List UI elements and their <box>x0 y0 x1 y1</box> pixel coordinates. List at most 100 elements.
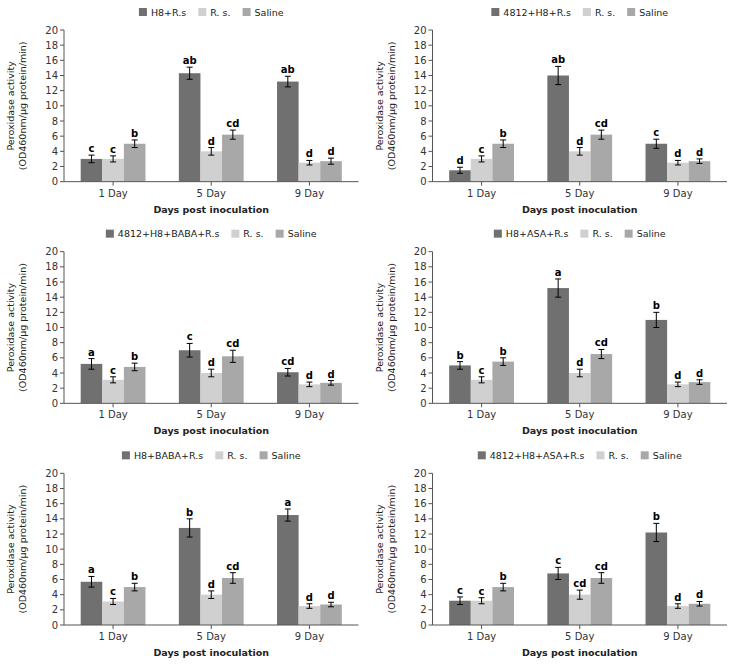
error-bar <box>328 158 334 164</box>
y-tick <box>60 503 64 504</box>
y-tick-label: 14 <box>414 292 427 303</box>
bar <box>81 364 103 403</box>
legend-item: 4812+H8+R.s <box>491 7 571 18</box>
y-axis-title: Peroxidase activity(OD460nm/µg protein/m… <box>374 41 397 170</box>
bar <box>299 606 321 625</box>
error-bar <box>457 362 463 370</box>
y-tick-label: 2 <box>420 161 426 172</box>
legend-swatch <box>491 8 499 16</box>
y-tick-label: 16 <box>45 277 58 288</box>
y-tick <box>429 166 433 167</box>
significance-letter: d <box>674 148 681 159</box>
bar <box>81 159 103 182</box>
x-tick <box>579 182 580 186</box>
significance-letter: ab <box>183 55 197 66</box>
y-tick <box>429 549 433 550</box>
significance-letter: b <box>500 346 507 357</box>
x-tick-label: 1 Day <box>467 631 496 642</box>
error-bar <box>577 369 583 377</box>
legend-swatch <box>583 8 591 16</box>
error-bar <box>598 349 604 358</box>
y-tick-label: 20 <box>414 246 427 257</box>
significance-letter: d <box>456 155 463 166</box>
bar <box>179 528 201 625</box>
y-tick-label: 10 <box>414 100 427 111</box>
legend-item: Saline <box>276 228 317 239</box>
bar <box>320 161 342 181</box>
y-tick <box>429 373 433 374</box>
panel: 02468101214161820accdcddbcdd1 Day5 Day9 … <box>5 228 359 436</box>
y-axis <box>64 30 65 182</box>
bar <box>569 151 591 181</box>
bar <box>569 373 591 403</box>
panel: 02468101214161820abacddbcdd1 Day5 Day9 D… <box>5 450 359 658</box>
panel: 02468101214161820dabccddbcdd1 Day5 Day9 … <box>374 7 728 215</box>
legend: 4812+H8+R.sR. s.Saline <box>491 7 668 18</box>
legend-swatch <box>215 451 223 459</box>
legend-swatch <box>627 8 635 16</box>
error-bar <box>88 155 94 163</box>
error-bar <box>328 381 334 386</box>
y-tick-label: 2 <box>420 383 426 394</box>
y-tick-label: 6 <box>52 352 58 363</box>
significance-letter: c <box>89 143 95 154</box>
bar <box>591 354 613 403</box>
x-tick <box>677 625 678 629</box>
error-bar <box>555 279 561 297</box>
y-tick <box>429 181 433 182</box>
y-tick <box>60 518 64 519</box>
x-axis-title: Days post inoculation <box>522 425 638 436</box>
significance-letter: c <box>653 127 659 138</box>
y-tick-label: 2 <box>52 383 58 394</box>
error-bar <box>285 509 291 521</box>
significance-letter: d <box>327 590 334 601</box>
y-tick <box>429 327 433 328</box>
x-axis-title: Days post inoculation <box>522 204 638 215</box>
error-bar <box>208 591 214 599</box>
significance-letter: c <box>479 365 485 376</box>
bar <box>222 578 244 625</box>
significance-letter: a <box>555 267 562 278</box>
bar <box>277 372 299 403</box>
y-tick-label: 0 <box>52 620 58 631</box>
error-bar <box>306 160 312 165</box>
legend: 4812+H8+ASA+R.sR. s.Saline <box>478 450 682 461</box>
error-bar <box>500 583 506 591</box>
bar <box>200 595 222 625</box>
significance-letter: c <box>555 555 561 566</box>
x-tick-label: 5 Day <box>565 409 594 420</box>
y-tick-label: 12 <box>45 307 58 318</box>
y-tick <box>60 60 64 61</box>
significance-letter: b <box>653 511 660 522</box>
x-tick-label: 5 Day <box>565 631 594 642</box>
bar <box>124 144 146 182</box>
legend-item: H8+BABA+R.s <box>122 450 203 461</box>
bar <box>449 601 471 625</box>
significance-letter: b <box>131 571 138 582</box>
y-tick <box>429 297 433 298</box>
y-tick-label: 8 <box>52 116 58 127</box>
x-tick <box>113 403 114 407</box>
y-tick-label: 8 <box>420 116 426 127</box>
significance-letter: cd <box>226 338 239 349</box>
y-tick <box>60 45 64 46</box>
y-tick-label: 10 <box>45 100 58 111</box>
legend-label: Saline <box>255 7 284 18</box>
y-tick <box>429 90 433 91</box>
significance-letter: d <box>327 146 334 157</box>
bar <box>646 532 668 625</box>
legend-label: R. s. <box>243 228 263 239</box>
legend-item: H8+R.s <box>139 7 186 18</box>
legend-item: Saline <box>627 7 668 18</box>
y-tick-label: 6 <box>420 352 426 363</box>
significance-letter: c <box>479 586 485 597</box>
error-bar <box>187 67 193 79</box>
y-tick-label: 18 <box>45 40 58 51</box>
x-tick-label: 5 Day <box>197 188 226 199</box>
y-tick-label: 2 <box>52 604 58 615</box>
significance-letter: d <box>696 368 703 379</box>
y-tick-label: 16 <box>45 55 58 66</box>
y-tick-label: 10 <box>414 544 427 555</box>
legend-item: R. s. <box>596 450 628 461</box>
significance-letter: c <box>457 585 463 596</box>
